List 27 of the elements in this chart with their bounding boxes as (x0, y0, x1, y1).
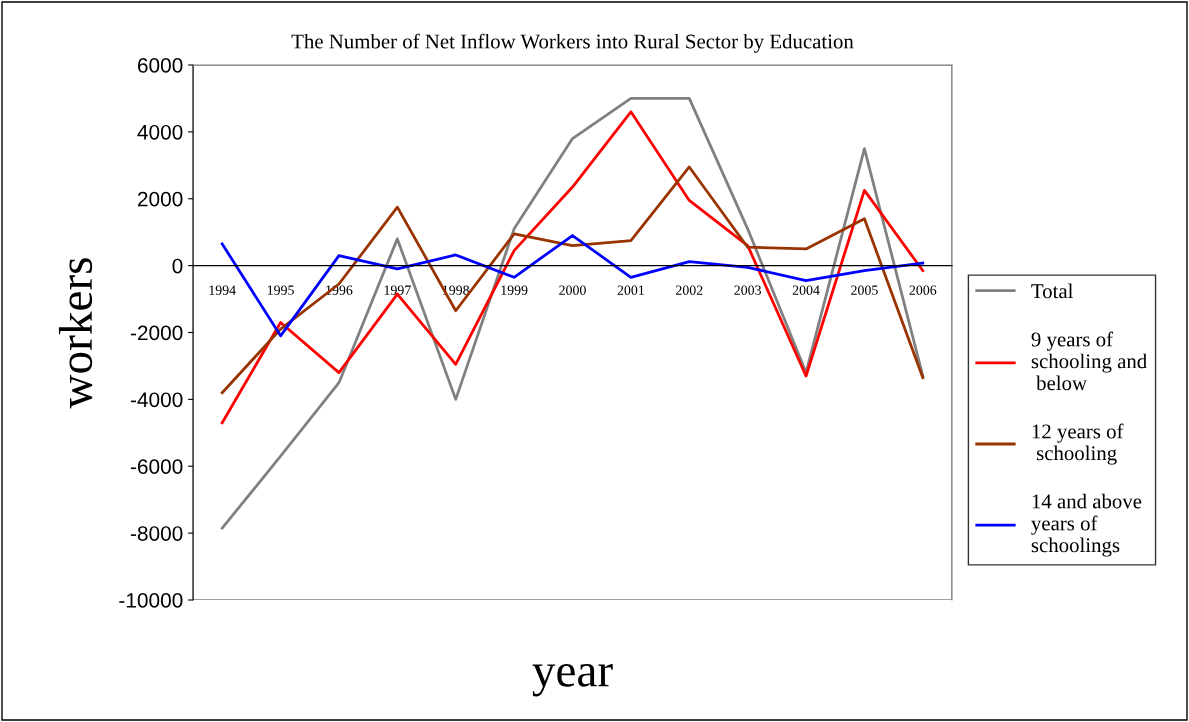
legend-label: 14 and above years of schoolings (1031, 493, 1142, 557)
x-tick-label: 2002 (675, 285, 703, 295)
x-tick-label: 2000 (559, 285, 586, 295)
y-tick-label: 6000 (137, 58, 183, 73)
x-tick-label: 2005 (851, 285, 878, 295)
y-tick-label: 4000 (137, 124, 183, 140)
y-tick-label: 2000 (137, 191, 183, 207)
legend-label: 9 years of schooling and below (1031, 331, 1147, 391)
y-tick-label: -6000 (130, 459, 183, 474)
y-tick-label: -10000 (119, 593, 183, 608)
y-axis-title: workers (58, 258, 93, 409)
chart-title: The Number of Net Inflow Workers into Rural Sector by Education (291, 33, 854, 53)
y-tick-label: -2000 (130, 325, 183, 341)
x-tick-label: 2006 (909, 285, 937, 295)
x-tick-label: 2001 (617, 285, 644, 295)
x-tick-label: 1995 (267, 285, 294, 295)
y-tick-label: -8000 (130, 526, 183, 541)
y-tick-label: -4000 (130, 392, 183, 408)
legend-label: 12 years of schooling (1032, 423, 1124, 465)
x-tick-label: 2003 (734, 285, 761, 295)
x-axis-title: year (532, 663, 613, 697)
x-tick-label: 2004 (792, 285, 820, 295)
legend-label: Total (1031, 283, 1074, 299)
x-tick-label: 1999 (501, 285, 528, 295)
x-tick-label: 1997 (384, 285, 411, 295)
x-tick-label: 1994 (209, 285, 236, 295)
y-tick-label: 0 (172, 258, 183, 274)
